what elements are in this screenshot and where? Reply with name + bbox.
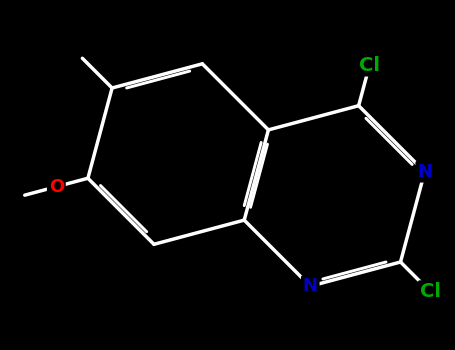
Text: O: O xyxy=(49,178,64,196)
Text: Cl: Cl xyxy=(359,56,380,75)
Text: N: N xyxy=(303,277,318,295)
Text: Cl: Cl xyxy=(420,282,441,301)
Text: N: N xyxy=(417,163,432,181)
